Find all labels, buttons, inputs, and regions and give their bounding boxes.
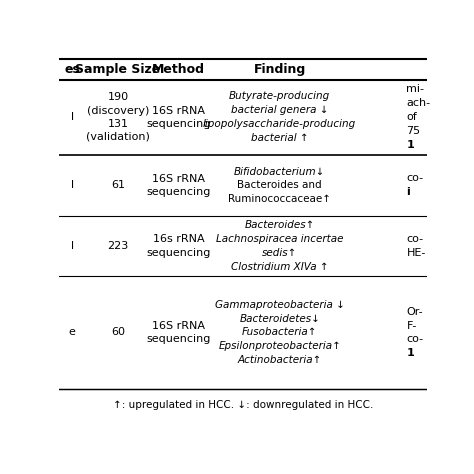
Text: bacterial genera ↓: bacterial genera ↓: [231, 105, 328, 115]
Text: 223: 223: [108, 241, 128, 251]
Text: F-: F-: [406, 320, 417, 330]
Text: 190
(discovery)
131
(validation): 190 (discovery) 131 (validation): [86, 92, 150, 142]
Text: Epsilonproteobacteria↑: Epsilonproteobacteria↑: [218, 341, 341, 351]
Text: co-: co-: [406, 173, 424, 183]
Text: sedis↑: sedis↑: [262, 248, 297, 258]
Text: Bacteroides and: Bacteroides and: [237, 180, 322, 191]
Text: Bacteroidetes↓: Bacteroidetes↓: [239, 314, 320, 324]
Text: mi-: mi-: [406, 84, 424, 94]
Text: co-: co-: [406, 234, 424, 244]
Text: 16S rRNA
sequencing: 16S rRNA sequencing: [146, 174, 211, 197]
Text: Gammaproteobacteria ↓: Gammaproteobacteria ↓: [215, 300, 345, 310]
Text: l: l: [71, 180, 73, 191]
Text: Actinobacteria↑: Actinobacteria↑: [237, 355, 322, 365]
Text: 60: 60: [111, 328, 125, 337]
Text: co-: co-: [406, 334, 424, 345]
Text: Sample Size: Sample Size: [75, 63, 161, 76]
Text: Bacteroides↑: Bacteroides↑: [245, 220, 315, 230]
Text: e: e: [69, 328, 75, 337]
Text: 1: 1: [406, 140, 414, 150]
Text: lipopolysaccharide-producing: lipopolysaccharide-producing: [203, 119, 356, 129]
Text: 61: 61: [111, 180, 125, 191]
Text: Bifidobacterium↓: Bifidobacterium↓: [234, 166, 325, 176]
Text: Fusobacteria↑: Fusobacteria↑: [242, 328, 318, 337]
Text: of: of: [406, 112, 417, 122]
Text: Ruminococcaceae↑: Ruminococcaceae↑: [228, 194, 331, 204]
Text: Butyrate-producing: Butyrate-producing: [229, 91, 330, 101]
Text: 16s rRNA
sequencing: 16s rRNA sequencing: [146, 234, 211, 257]
Text: l: l: [71, 112, 73, 122]
Text: ach-: ach-: [406, 98, 430, 108]
Text: Method: Method: [152, 63, 205, 76]
Text: 16S rRNA
sequencing: 16S rRNA sequencing: [146, 321, 211, 344]
Text: es: es: [64, 63, 80, 76]
Text: bacterial ↑: bacterial ↑: [251, 133, 309, 143]
Text: Or-: Or-: [406, 307, 423, 317]
Text: 75: 75: [406, 126, 420, 136]
Text: Lachnospiracea incertae: Lachnospiracea incertae: [216, 234, 343, 244]
Text: 1: 1: [406, 348, 414, 358]
Text: Finding: Finding: [254, 63, 306, 76]
Text: ↑: upregulated in HCC. ↓: downregulated in HCC.: ↑: upregulated in HCC. ↓: downregulated …: [113, 401, 373, 410]
Text: l: l: [71, 241, 73, 251]
Text: 16S rRNA
sequencing: 16S rRNA sequencing: [146, 106, 211, 129]
Text: Clostridium XIVa ↑: Clostridium XIVa ↑: [231, 262, 328, 272]
Text: HE-: HE-: [406, 248, 426, 258]
Text: i: i: [406, 187, 410, 197]
